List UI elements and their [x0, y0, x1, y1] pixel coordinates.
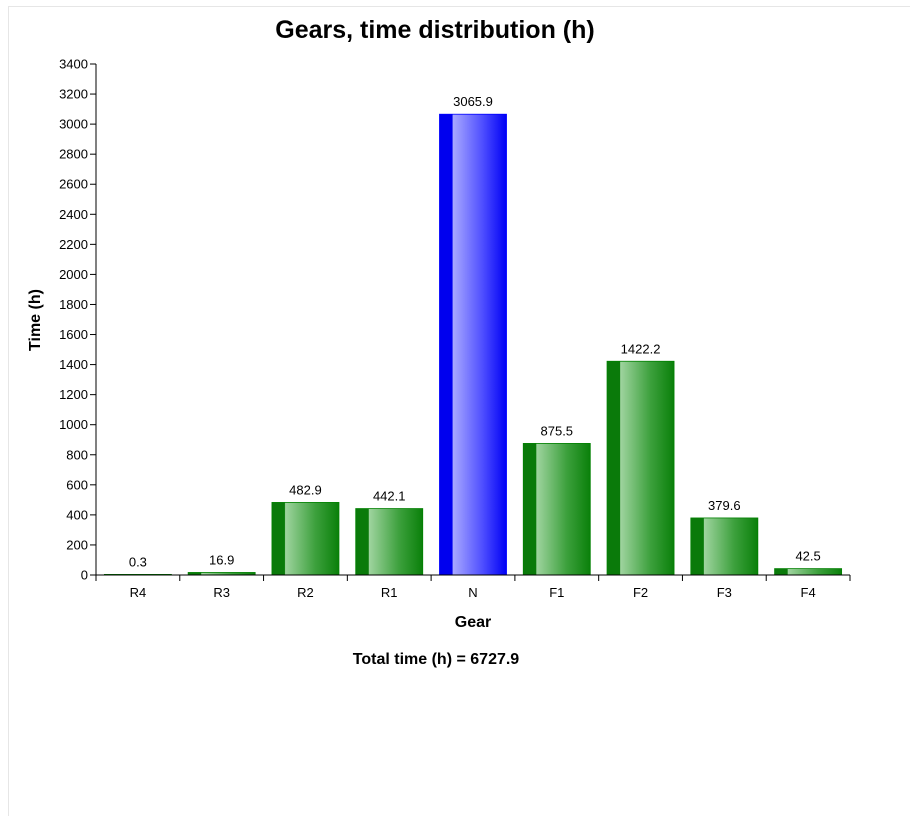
y-tick-label: 1400	[59, 357, 88, 372]
bar-r2	[271, 502, 340, 576]
data-label-r1: 442.1	[373, 489, 406, 504]
y-tick-label: 800	[66, 447, 88, 462]
data-label-f3: 379.6	[708, 498, 741, 513]
data-label-f1: 875.5	[541, 423, 574, 438]
bar-f3	[690, 517, 759, 576]
y-tick-label: 200	[66, 537, 88, 552]
x-tick-label: N	[468, 585, 477, 600]
y-axis-ticks: 0 200 400 600 800 1000 1200 1400 1600 1800 2000 220…	[59, 57, 96, 583]
y-tick-label: 2200	[59, 237, 88, 252]
bars: 0.3 16.9 482.9 442.1 3065.9 875.5 1422.2 379.6 4…	[103, 94, 843, 576]
y-tick-label: 1200	[59, 387, 88, 402]
bar-n	[439, 113, 507, 576]
data-label-n: 3065.9	[453, 94, 493, 109]
y-tick-label: 3000	[59, 117, 88, 132]
bar-f1	[522, 443, 591, 576]
y-tick-label: 1800	[59, 297, 88, 312]
y-tick-label: 0	[81, 568, 88, 583]
data-label-r4: 0.3	[129, 554, 147, 569]
x-tick-label: R1	[381, 585, 398, 600]
y-tick-label: 2000	[59, 267, 88, 282]
y-tick-label: 2400	[59, 207, 88, 222]
data-label-f2: 1422.2	[621, 341, 661, 356]
x-tick-label: R3	[213, 585, 230, 600]
y-tick-label: 3400	[59, 57, 88, 72]
y-tick-label: 2800	[59, 147, 88, 162]
x-tick-label: F1	[549, 585, 564, 600]
bar-r1	[355, 508, 424, 576]
x-tick-label: R2	[297, 585, 314, 600]
y-tick-label: 1000	[59, 417, 88, 432]
x-axis-title: Gear	[455, 614, 491, 631]
data-label-r2: 482.9	[289, 482, 322, 497]
x-axis-ticks: R4 R3 R2 R1 N F1 F2 F3 F4	[95, 575, 851, 600]
y-tick-label: 3200	[59, 87, 88, 102]
data-label-r3: 16.9	[209, 552, 234, 567]
y-tick-label: 2600	[59, 177, 88, 192]
bar-f4	[774, 568, 843, 576]
y-tick-label: 1600	[59, 327, 88, 342]
y-axis-title: Time (h)	[27, 289, 44, 351]
x-tick-label: F2	[633, 585, 648, 600]
x-tick-label: F4	[801, 585, 816, 600]
bar-f2	[606, 360, 675, 576]
chart-title: Gears, time distribution (h)	[275, 16, 594, 44]
chart-frame	[8, 6, 910, 816]
total-time-footer: Total time (h) = 6727.9	[353, 651, 520, 668]
y-tick-label: 600	[66, 477, 88, 492]
data-label-f4: 42.5	[795, 549, 820, 564]
x-tick-label: R4	[130, 585, 147, 600]
x-tick-label: F3	[717, 585, 732, 600]
y-tick-label: 400	[66, 507, 88, 522]
